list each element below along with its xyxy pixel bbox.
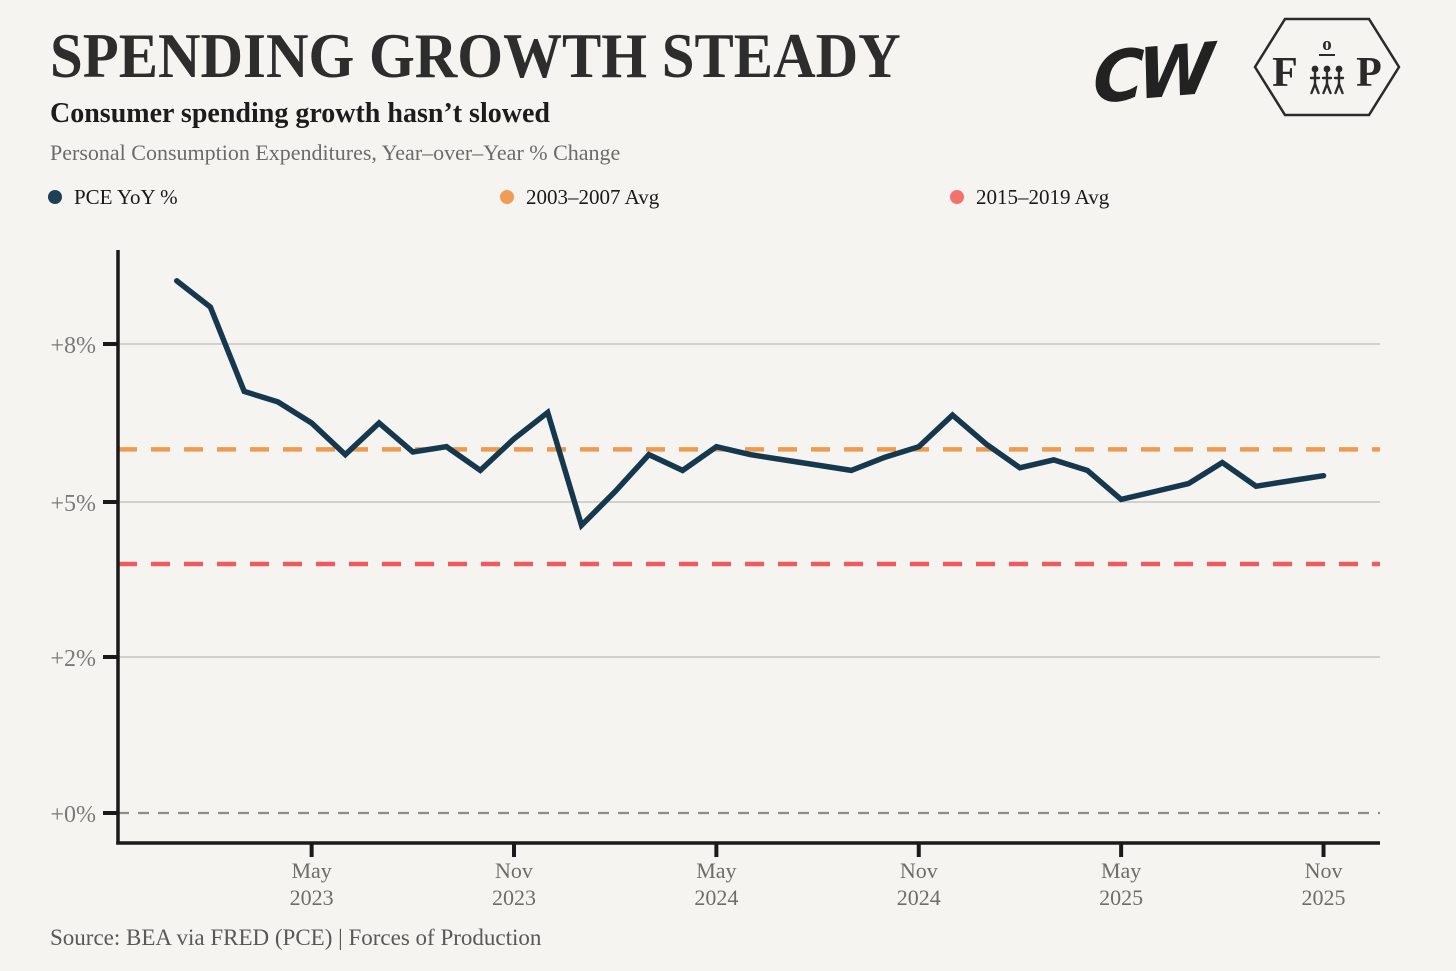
chart-description: Personal Consumption Expenditures, Year–… (50, 140, 621, 165)
x-tick-label: 2024 (897, 885, 941, 910)
legend-label-pce: PCE YoY % (74, 184, 178, 209)
y-tick-label: +5% (50, 491, 96, 517)
x-tick-label: May (1101, 858, 1141, 883)
legend-dot-2003-2007-avg (500, 190, 514, 204)
hexagon-border (1253, 17, 1401, 117)
x-tick-label: May (291, 858, 331, 883)
legend-label-2003-2007-avg: 2003–2007 Avg (526, 184, 660, 209)
legend-item-2015-2019-avg: 2015–2019 Avg (950, 184, 1109, 210)
legend-dot-pce (48, 190, 62, 204)
x-tick-label: 2025 (1099, 885, 1143, 910)
x-tick-label: 2025 (1302, 885, 1346, 910)
y-tick-label: +8% (50, 333, 96, 359)
pce-line (173, 278, 1327, 531)
x-tick-label: Nov (1305, 858, 1343, 883)
x-tick-label: 2024 (694, 885, 738, 910)
forces-of-production-logo: F o P (1253, 17, 1401, 117)
legend: PCE YoY % 2003–2007 Avg 2015–2019 Avg (0, 184, 1456, 210)
fop-letter-f: F (1272, 50, 1298, 96)
x-tick-label: May (696, 858, 736, 883)
x-tick-label: 2023 (492, 885, 536, 910)
y-tick-label: +2% (50, 646, 96, 672)
legend-item-pce: PCE YoY % (48, 184, 178, 210)
fop-letter-o: o (1322, 34, 1332, 55)
x-tick-label: Nov (900, 858, 938, 883)
legend-dot-2015-2019-avg (950, 190, 964, 204)
y-tick-label: +0% (50, 802, 96, 828)
legend-label-2015-2019-avg: 2015–2019 Avg (976, 184, 1110, 209)
x-tick-label: Nov (495, 858, 533, 883)
x-tick-label: 2023 (290, 885, 334, 910)
legend-item-2003-2007-avg: 2003–2007 Avg (500, 184, 659, 210)
people-icon (1309, 65, 1345, 95)
source-note: Source: BEA via FRED (PCE) | Forces of P… (50, 925, 542, 950)
chart-subtitle: Consumer spending growth hasn’t slowed (50, 98, 550, 129)
page-title: SPENDING GROWTH STEADY (50, 20, 901, 91)
fop-letter-p: P (1356, 50, 1382, 96)
